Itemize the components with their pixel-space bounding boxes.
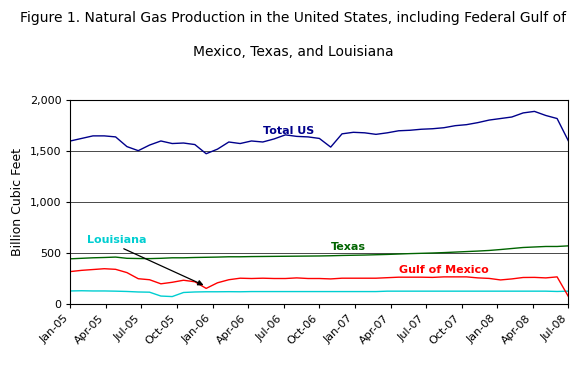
Text: Total US: Total US xyxy=(263,126,314,136)
Text: Figure 1. Natural Gas Production in the United States, including Federal Gulf of: Figure 1. Natural Gas Production in the … xyxy=(20,11,566,25)
Text: Texas: Texas xyxy=(331,242,366,252)
Y-axis label: Billion Cubic Feet: Billion Cubic Feet xyxy=(11,148,24,256)
Text: Gulf of Mexico: Gulf of Mexico xyxy=(398,265,488,275)
Text: Louisiana: Louisiana xyxy=(87,235,147,245)
Text: Mexico, Texas, and Louisiana: Mexico, Texas, and Louisiana xyxy=(193,45,393,59)
